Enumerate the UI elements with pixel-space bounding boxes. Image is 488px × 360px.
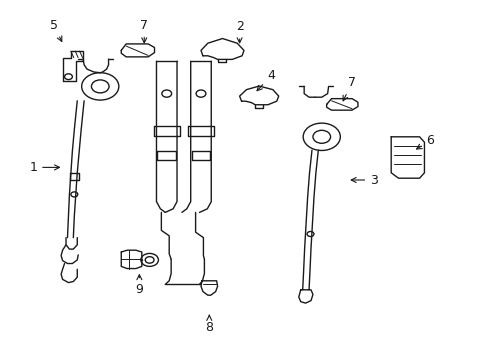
- Text: 7: 7: [343, 76, 355, 101]
- Text: 8: 8: [205, 315, 213, 334]
- Text: 5: 5: [50, 19, 61, 41]
- Text: 9: 9: [135, 275, 143, 296]
- Text: 6: 6: [416, 134, 433, 149]
- Text: 7: 7: [140, 19, 148, 43]
- Text: 1: 1: [29, 161, 60, 174]
- Text: 4: 4: [257, 69, 275, 91]
- Text: 2: 2: [235, 21, 243, 43]
- Text: 3: 3: [350, 174, 377, 186]
